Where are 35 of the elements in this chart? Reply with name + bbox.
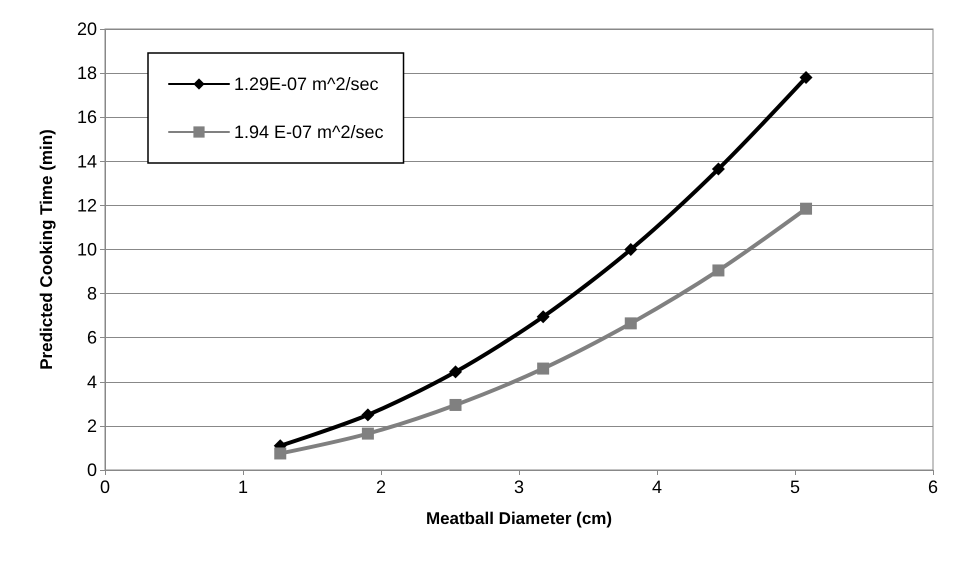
point [800,202,812,215]
y-tick-label: 6 [86,328,97,348]
point [362,428,374,440]
point [537,362,550,375]
point [800,71,813,84]
legend-label: 1.29E-07 m^2/sec [234,74,379,94]
y-tick-label: 12 [76,195,97,216]
point [536,310,550,324]
y-tick-label: 20 [76,19,97,39]
point [712,162,725,176]
x-tick-label: 1 [238,477,248,497]
y-axis-title: Predicted Cooking Time (min) [37,129,56,370]
y-tick-label: 10 [76,240,97,260]
point [624,317,637,330]
x-axis-title: Meatball Diameter (cm) [426,509,612,528]
point [712,264,724,276]
legend-label: 1.94 E-07 m^2/sec [234,122,384,142]
point [450,398,462,411]
y-tick-label: 0 [86,460,97,480]
x-tick-label: 6 [928,477,938,497]
y-tick-label: 2 [86,416,97,436]
y-tick-label: 14 [76,151,97,172]
x-tick-label: 2 [376,477,386,497]
y-tick-label: 4 [86,372,97,392]
point [449,365,462,378]
x-tick-label: 4 [652,477,662,497]
x-tick-label: 3 [514,477,524,497]
y-tick-label: 18 [76,63,97,84]
x-tick-label: 0 [100,477,110,497]
y-tick-label: 16 [76,107,97,128]
point [361,408,374,422]
point [274,447,286,460]
point [624,243,638,256]
x-tick-label: 5 [790,477,800,497]
y-tick-label: 8 [86,284,97,304]
